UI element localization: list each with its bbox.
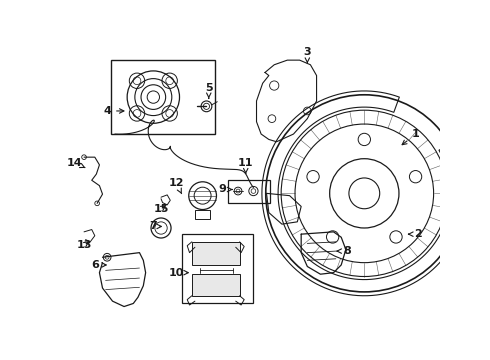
Bar — [195, 210, 210, 219]
Bar — [182, 234, 253, 303]
Text: 8: 8 — [337, 246, 351, 256]
Text: 15: 15 — [153, 204, 169, 214]
Text: 12: 12 — [169, 178, 184, 194]
Text: 4: 4 — [103, 106, 124, 116]
Bar — [192, 242, 240, 265]
Bar — [111, 60, 215, 134]
Text: 14: 14 — [66, 158, 85, 168]
Text: 11: 11 — [238, 158, 253, 173]
Text: 2: 2 — [409, 229, 422, 239]
Text: 9: 9 — [219, 184, 232, 194]
Text: 10: 10 — [169, 267, 188, 278]
Text: 13: 13 — [76, 240, 92, 250]
Bar — [192, 274, 240, 296]
Bar — [228, 180, 270, 203]
Text: 6: 6 — [91, 260, 106, 270]
Text: 3: 3 — [303, 48, 311, 63]
Text: 7: 7 — [149, 221, 161, 231]
Text: 5: 5 — [205, 83, 213, 98]
Text: 1: 1 — [402, 129, 420, 145]
